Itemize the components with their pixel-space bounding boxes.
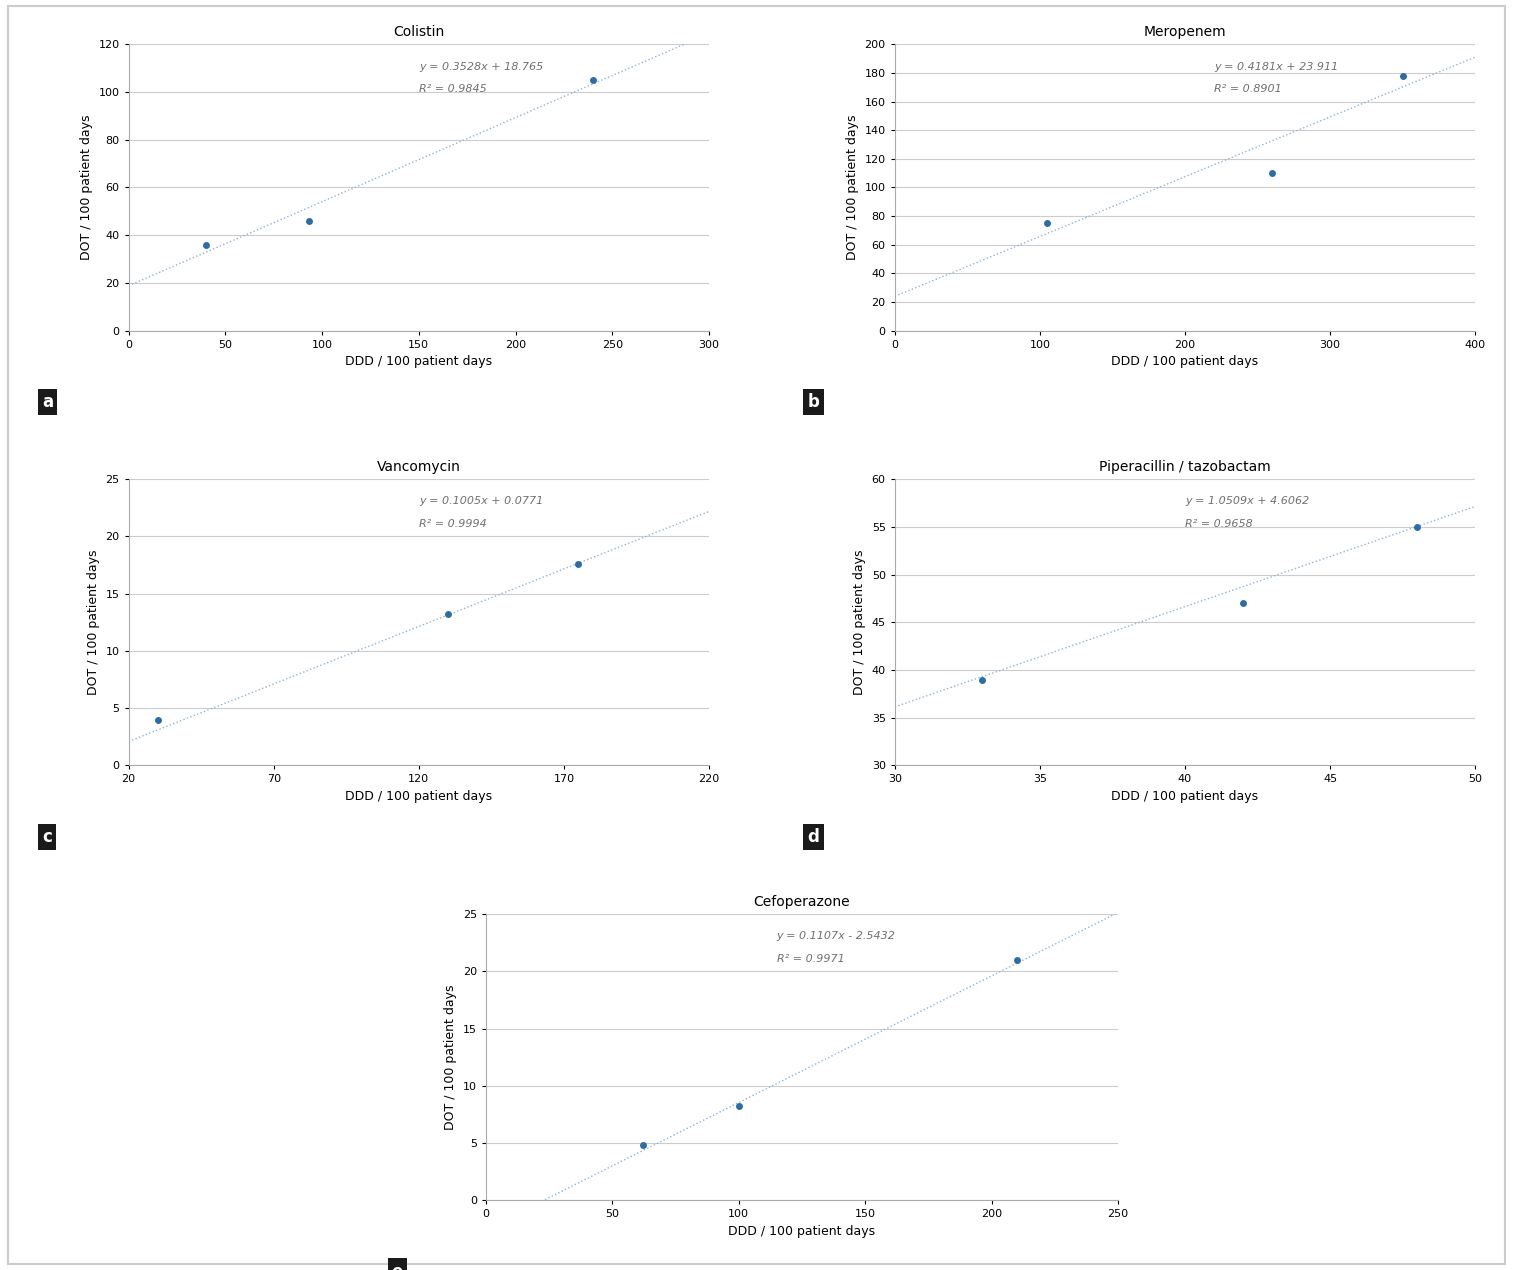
Point	[1260, 163, 1285, 183]
Title: Cefoperazone: Cefoperazone	[753, 895, 850, 909]
Point	[436, 605, 460, 625]
Text: R² = 0.9845: R² = 0.9845	[419, 85, 487, 94]
Title: Meropenem: Meropenem	[1144, 25, 1226, 39]
Text: b: b	[808, 392, 820, 411]
X-axis label: DDD / 100 patient days: DDD / 100 patient days	[345, 790, 492, 803]
X-axis label: DDD / 100 patient days: DDD / 100 patient days	[728, 1224, 876, 1238]
Title: Vancomycin: Vancomycin	[377, 460, 461, 474]
Text: R² = 0.9971: R² = 0.9971	[776, 954, 844, 964]
Y-axis label: DOT / 100 patient days: DOT / 100 patient days	[445, 984, 457, 1130]
Text: y = 1.0509x + 4.6062: y = 1.0509x + 4.6062	[1185, 497, 1309, 507]
Text: R² = 0.8901: R² = 0.8901	[1213, 85, 1282, 94]
Point	[631, 1135, 655, 1156]
Y-axis label: DOT / 100 patient days: DOT / 100 patient days	[86, 550, 100, 695]
Text: y = 0.3528x + 18.765: y = 0.3528x + 18.765	[419, 62, 543, 71]
Text: y = 0.1005x + 0.0771: y = 0.1005x + 0.0771	[419, 497, 543, 507]
Y-axis label: DOT / 100 patient days: DOT / 100 patient days	[80, 114, 92, 260]
X-axis label: DDD / 100 patient days: DDD / 100 patient days	[345, 356, 492, 368]
Point	[1406, 517, 1430, 537]
Point	[1232, 593, 1256, 613]
X-axis label: DDD / 100 patient days: DDD / 100 patient days	[1112, 356, 1259, 368]
Y-axis label: DOT / 100 patient days: DOT / 100 patient days	[853, 550, 865, 695]
X-axis label: DDD / 100 patient days: DDD / 100 patient days	[1112, 790, 1259, 803]
Text: y = 0.4181x + 23.911: y = 0.4181x + 23.911	[1213, 62, 1337, 71]
Text: d: d	[808, 828, 820, 846]
Point	[566, 554, 590, 574]
Text: e: e	[392, 1262, 402, 1270]
Text: R² = 0.9994: R² = 0.9994	[419, 519, 487, 530]
Point	[145, 710, 169, 730]
Text: R² = 0.9658: R² = 0.9658	[1185, 519, 1253, 530]
Text: y = 0.1107x - 2.5432: y = 0.1107x - 2.5432	[776, 931, 896, 941]
Text: c: c	[42, 828, 53, 846]
Title: Colistin: Colistin	[393, 25, 445, 39]
Point	[726, 1096, 750, 1116]
Point	[297, 211, 321, 231]
Point	[1390, 66, 1415, 86]
Y-axis label: DOT / 100 patient days: DOT / 100 patient days	[846, 114, 859, 260]
Text: a: a	[42, 392, 53, 411]
Point	[194, 235, 218, 255]
Point	[1035, 213, 1059, 234]
Point	[581, 70, 605, 90]
Point	[1005, 950, 1029, 970]
Title: Piperacillin / tazobactam: Piperacillin / tazobactam	[1098, 460, 1271, 474]
Point	[970, 669, 994, 690]
